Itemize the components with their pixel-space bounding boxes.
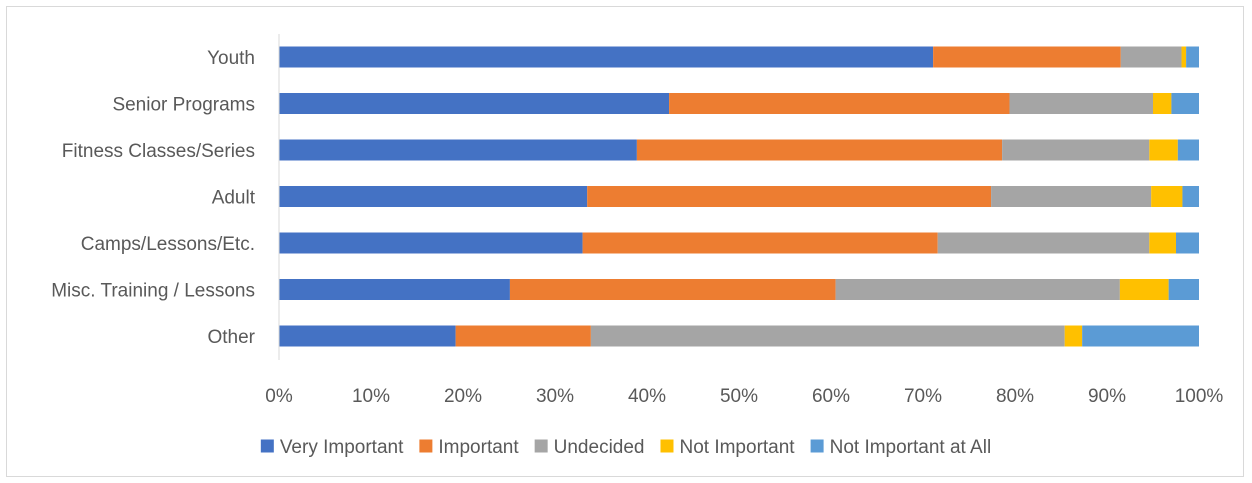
bar-segment-7-5 xyxy=(1082,325,1199,347)
bar-segment-2-3 xyxy=(1009,93,1153,114)
legend-swatch xyxy=(660,439,674,453)
x-tick-label: 60% xyxy=(812,386,850,407)
bar-segment-2-5 xyxy=(1171,93,1199,114)
legend-swatch xyxy=(810,439,824,453)
category-label: Fitness Classes/Series xyxy=(62,141,255,162)
category-label: Camps/Lessons/Etc. xyxy=(81,234,255,255)
category-label: Youth xyxy=(207,48,255,69)
bar-segment-4-3 xyxy=(991,186,1152,207)
bar-segment-1-4 xyxy=(1181,46,1187,68)
bar-segment-4-1 xyxy=(279,186,588,207)
category-label: Adult xyxy=(212,188,256,209)
x-tick-label: 50% xyxy=(720,386,758,407)
x-tick-label: 100% xyxy=(1175,386,1224,407)
x-tick-label: 0% xyxy=(265,386,293,407)
x-tick-label: 70% xyxy=(904,386,942,407)
x-tick-label: 20% xyxy=(444,386,482,407)
bar-segment-7-3 xyxy=(590,325,1065,347)
legend-label: Very Important xyxy=(280,437,404,458)
bar-segment-5-3 xyxy=(937,232,1150,254)
bar-segment-5-5 xyxy=(1176,232,1199,254)
legend-label: Not Important at All xyxy=(830,437,992,458)
bar-segment-3-5 xyxy=(1177,139,1199,161)
legend-swatch xyxy=(419,439,433,453)
bar-segment-4-4 xyxy=(1151,186,1183,207)
bar-segment-2-2 xyxy=(669,93,1010,114)
legend-label: Undecided xyxy=(554,437,645,458)
bar-segment-7-1 xyxy=(279,325,456,347)
category-label: Senior Programs xyxy=(112,95,255,116)
bar-segment-5-2 xyxy=(582,232,938,254)
bar-segment-7-4 xyxy=(1064,325,1083,347)
bar-segment-4-5 xyxy=(1182,186,1199,207)
bar-segment-6-5 xyxy=(1168,279,1199,300)
bar-segment-6-4 xyxy=(1119,279,1169,300)
bar-segment-3-3 xyxy=(1002,139,1150,161)
legend-label: Important xyxy=(438,437,519,458)
bar-segment-1-2 xyxy=(933,46,1121,68)
bar-segment-5-4 xyxy=(1149,232,1176,254)
bar-segment-7-2 xyxy=(455,325,591,347)
bar-segment-6-3 xyxy=(835,279,1120,300)
bar-segment-1-5 xyxy=(1186,46,1199,68)
bar-segment-3-4 xyxy=(1149,139,1178,161)
x-tick-label: 40% xyxy=(628,386,666,407)
category-labels: Youth Senior Programs Fitness Classes/Seri… xyxy=(51,48,256,348)
x-tick-label: 30% xyxy=(536,386,574,407)
x-tick-label: 90% xyxy=(1088,386,1126,407)
bar-segment-4-2 xyxy=(587,186,992,207)
bar-segment-2-1 xyxy=(279,93,670,114)
bar-segment-6-1 xyxy=(279,279,510,300)
bar-segment-3-2 xyxy=(636,139,1003,161)
bar-segment-1-1 xyxy=(279,46,934,68)
bar-segment-5-1 xyxy=(279,232,583,254)
legend-swatch xyxy=(534,439,548,453)
bar-segment-1-3 xyxy=(1120,46,1182,68)
legend-label: Not Important xyxy=(679,437,795,458)
legend: Very Important Important Undecided Not Impo… xyxy=(260,437,992,458)
bar-segment-2-4 xyxy=(1153,93,1172,114)
x-tick-label: 80% xyxy=(996,386,1034,407)
category-label: Other xyxy=(207,327,255,348)
bar-segment-3-1 xyxy=(279,139,637,161)
bars-group xyxy=(278,34,1199,360)
x-tick-label: 10% xyxy=(352,386,390,407)
category-label: Misc. Training / Lessons xyxy=(51,281,255,302)
bar-segment-6-2 xyxy=(509,279,836,300)
legend-swatch xyxy=(260,439,274,453)
x-axis-ticks: 0% 10% 20% 30% 40% 50% 60% 70% 80% 90% 100% xyxy=(265,386,1223,407)
